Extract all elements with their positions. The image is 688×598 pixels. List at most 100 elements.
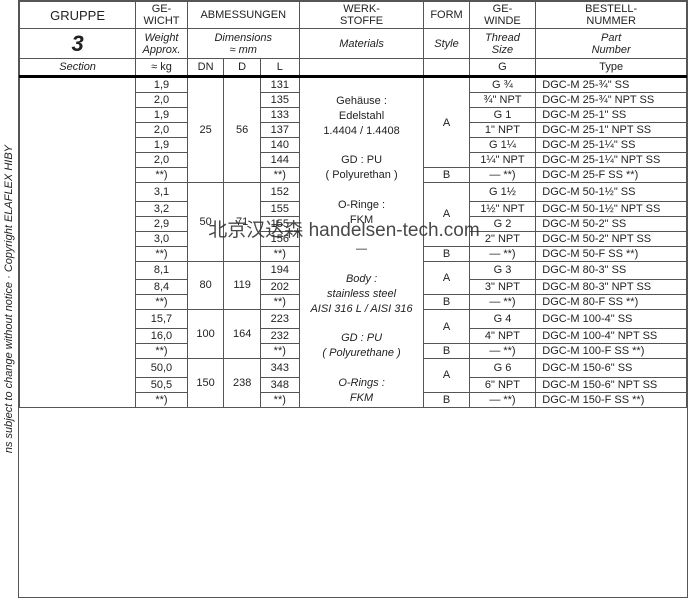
weight-cell: 15,7 xyxy=(136,310,188,329)
weight-cell: 3,1 xyxy=(136,183,188,202)
hdr-thread: Thread Size xyxy=(469,29,536,59)
hdr-bestell: BESTELL- NUMMER xyxy=(536,2,687,29)
part-number-cell: DGC-M 25-1" NPT SS xyxy=(536,123,687,138)
l-cell: 140 xyxy=(260,138,299,153)
thread-cell: G ¾ xyxy=(469,77,536,93)
weight-cell: 3,0 xyxy=(136,231,188,246)
thread-cell: G 6 xyxy=(469,358,536,377)
materials-cell: Gehäuse :Edelstahl1.4404 / 1.4408GD : PU… xyxy=(299,77,424,408)
gruppe-blank-cell xyxy=(20,77,136,408)
hdr-mat-blank xyxy=(299,59,424,77)
dn-cell: 25 xyxy=(187,77,224,183)
thread-cell: — **) xyxy=(469,343,536,358)
l-cell: 232 xyxy=(260,328,299,343)
thread-cell: 1½" NPT xyxy=(469,201,536,216)
form-cell: B xyxy=(424,295,469,310)
weight-cell: 2,0 xyxy=(136,153,188,168)
dn-cell: 150 xyxy=(187,358,224,407)
weight-cell: 2,0 xyxy=(136,123,188,138)
weight-cell: **) xyxy=(136,343,188,358)
part-number-cell: DGC-M 150-6" SS xyxy=(536,358,687,377)
part-number-cell: DGC-M 25-1" SS xyxy=(536,108,687,123)
weight-cell: 50,5 xyxy=(136,377,188,392)
weight-cell: 50,0 xyxy=(136,358,188,377)
l-cell: 348 xyxy=(260,377,299,392)
d-cell: 164 xyxy=(224,310,261,359)
weight-cell: 1,9 xyxy=(136,77,188,93)
hdr-werkstoffe: WERK- STOFFE xyxy=(299,2,424,29)
form-cell: B xyxy=(424,392,469,407)
hdr-materials: Materials xyxy=(299,29,424,59)
dn-cell: 80 xyxy=(187,261,224,310)
part-number-cell: DGC-M 25-¾" SS xyxy=(536,77,687,93)
part-number-cell: DGC-M 80-F SS **) xyxy=(536,295,687,310)
l-cell: **) xyxy=(260,343,299,358)
dn-cell: 50 xyxy=(187,183,224,262)
part-number-cell: DGC-M 100-F SS **) xyxy=(536,343,687,358)
l-cell: 155 xyxy=(260,216,299,231)
part-number-cell: DGC-M 80-3" SS xyxy=(536,261,687,280)
part-number-cell: DGC-M 25-1¼" SS xyxy=(536,138,687,153)
part-number-cell: DGC-M 80-3" NPT SS xyxy=(536,280,687,295)
l-cell: 133 xyxy=(260,108,299,123)
weight-cell: **) xyxy=(136,246,188,261)
l-cell: 137 xyxy=(260,123,299,138)
form-cell: B xyxy=(424,246,469,261)
l-cell: 223 xyxy=(260,310,299,329)
table-row: 1,92556131Gehäuse :Edelstahl1.4404 / 1.4… xyxy=(20,77,687,93)
hdr-form: FORM xyxy=(424,2,469,29)
thread-cell: 1¼" NPT xyxy=(469,153,536,168)
hdr-part: Part Number xyxy=(536,29,687,59)
part-number-cell: DGC-M 50-2" SS xyxy=(536,216,687,231)
hdr-kg: ≈ kg xyxy=(136,59,188,77)
form-cell: A xyxy=(424,261,469,295)
l-cell: 202 xyxy=(260,280,299,295)
weight-cell: 8,1 xyxy=(136,261,188,280)
weight-cell: **) xyxy=(136,168,188,183)
thread-cell: — **) xyxy=(469,246,536,261)
thread-cell: G 3 xyxy=(469,261,536,280)
thread-cell: 2" NPT xyxy=(469,231,536,246)
l-cell: **) xyxy=(260,246,299,261)
part-number-cell: DGC-M 100-4" SS xyxy=(536,310,687,329)
catalog-table: GRUPPE GE- WICHT ABMESSUNGEN WERK- STOFF… xyxy=(19,1,687,408)
thread-cell: 6" NPT xyxy=(469,377,536,392)
thread-cell: — **) xyxy=(469,295,536,310)
l-cell: 156 xyxy=(260,231,299,246)
copyright-side-text: ns subject to change without notice · Co… xyxy=(0,0,18,598)
weight-cell: 1,9 xyxy=(136,108,188,123)
thread-cell: G 1½ xyxy=(469,183,536,202)
thread-cell: 3" NPT xyxy=(469,280,536,295)
thread-cell: G 1 xyxy=(469,108,536,123)
weight-cell: **) xyxy=(136,392,188,407)
part-number-cell: DGC-M 50-F SS **) xyxy=(536,246,687,261)
weight-cell: **) xyxy=(136,295,188,310)
form-cell: A xyxy=(424,183,469,247)
weight-cell: 8,4 xyxy=(136,280,188,295)
form-cell: A xyxy=(424,358,469,392)
l-cell: 135 xyxy=(260,93,299,108)
weight-cell: 2,9 xyxy=(136,216,188,231)
hdr-g: G xyxy=(469,59,536,77)
weight-cell: 2,0 xyxy=(136,93,188,108)
hdr-dn: DN xyxy=(187,59,224,77)
form-cell: B xyxy=(424,168,469,183)
part-number-cell: DGC-M 25-F SS **) xyxy=(536,168,687,183)
thread-cell: G 1¼ xyxy=(469,138,536,153)
l-cell: 131 xyxy=(260,77,299,93)
l-cell: **) xyxy=(260,168,299,183)
d-cell: 56 xyxy=(224,77,261,183)
part-number-cell: DGC-M 100-4" NPT SS xyxy=(536,328,687,343)
d-cell: 71 xyxy=(224,183,261,262)
l-cell: 343 xyxy=(260,358,299,377)
form-cell: A xyxy=(424,310,469,344)
l-cell: **) xyxy=(260,392,299,407)
table-body: 1,92556131Gehäuse :Edelstahl1.4404 / 1.4… xyxy=(20,77,687,408)
thread-cell: G 4 xyxy=(469,310,536,329)
hdr-gruppe: GRUPPE xyxy=(20,2,136,29)
hdr-form-blank xyxy=(424,59,469,77)
weight-cell: 16,0 xyxy=(136,328,188,343)
l-cell: **) xyxy=(260,295,299,310)
hdr-gewinde: GE- WINDE xyxy=(469,2,536,29)
thread-cell: 1" NPT xyxy=(469,123,536,138)
